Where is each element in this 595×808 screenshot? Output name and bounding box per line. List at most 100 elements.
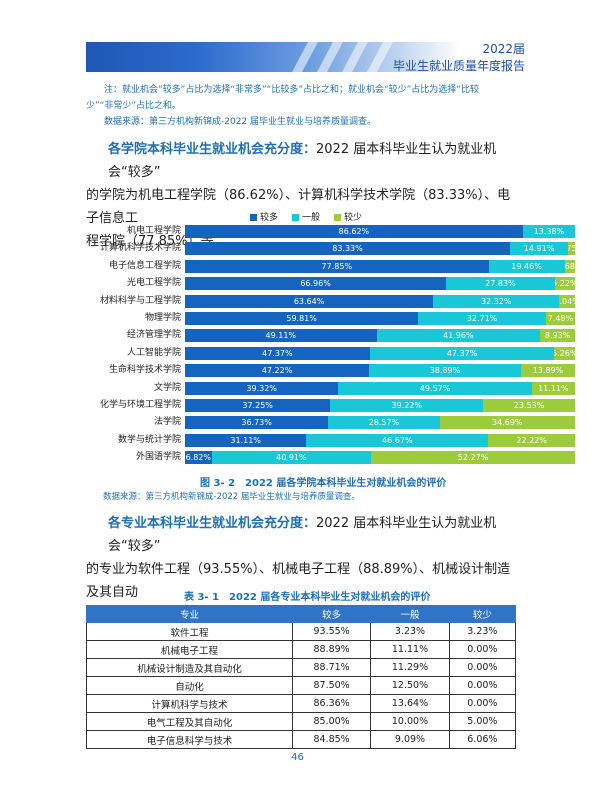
legend-item: 一般 (292, 210, 320, 223)
data-label: 11.11% (538, 383, 569, 393)
data-label: 32.71% (466, 314, 498, 323)
table-cell: 86.36% (291, 694, 372, 713)
bar-segment: 27.83% (446, 277, 555, 291)
data-label: 83.33% (332, 244, 363, 254)
data-label: 46.67% (382, 435, 413, 445)
bar-segment: 22.22% (488, 433, 575, 447)
table-cell: 10.00% (370, 712, 450, 731)
paragraph-text: 2022 届本科毕业生认为就业机会“较多” (108, 516, 497, 554)
bar-segment: 47.22% (185, 364, 370, 378)
category-label: 法学院 (153, 417, 181, 428)
table-cell: 88.89% (291, 640, 372, 659)
data-label: 34.69% (492, 418, 523, 428)
bar-segment: 6.82% (185, 451, 212, 465)
note-line-2: 少”“非常少”占比之和。 (86, 101, 181, 111)
data-label: 19.46% (511, 261, 542, 271)
data-label: 28.57% (368, 418, 400, 428)
data-label: 22.22% (516, 435, 547, 445)
bar-segment: 5.22% (554, 277, 576, 291)
data-label: 1.75% (568, 244, 575, 254)
table-cell: 3.23% (448, 622, 517, 641)
chart-row: 电子信息工程学院 77.85% 19.46% 2.68% (86, 259, 575, 274)
col-header-more: 较多 (291, 605, 372, 623)
bar-segment: 5.26% (554, 346, 575, 360)
note-source: 数据来源：第三方机构新锦成-2022 届毕业生就业与培养质量调查。 (104, 117, 377, 127)
data-label: 41.96% (443, 331, 474, 341)
bar-segment: 49.57% (338, 381, 532, 395)
bar-segment: 32.71% (418, 312, 546, 325)
header-year: 2022届 (482, 42, 525, 56)
chart-row: 数学与统计学院 31.11% 46.67% 22.22% (86, 433, 575, 448)
bar-segment: 13.89% (520, 364, 575, 378)
category-label: 数学与统计学院 (117, 434, 181, 445)
table-cell: 电子信息科学与技术 (86, 730, 293, 749)
table-cell: 12.50% (370, 676, 450, 695)
category-label: 光电工程学院 (126, 278, 181, 289)
category-label: 机电工程学院 (126, 226, 181, 236)
bar-segment: 39.32% (185, 381, 339, 395)
bar-segment: 4.04% (559, 294, 575, 308)
data-label: 31.11% (230, 435, 261, 445)
table-row: 机械电子工程 88.89% 11.11% 0.00% (86, 640, 517, 659)
data-label: 7.48% (547, 314, 574, 323)
category-label: 生命科学技术学院 (108, 365, 181, 376)
bar-segment: 11.11% (531, 381, 575, 395)
header-title: 毕业生就业质量年度报告 (392, 59, 525, 73)
table-cell: 87.50% (291, 676, 372, 695)
bar-segment: 59.81% (185, 312, 419, 325)
majors-table: 专业 较多 一般 较少 软件工程 93.55% 3.23% 3.23% 机械电子工程 88… (86, 605, 517, 749)
chart-row: 生命科学技术学院 47.22% 38.89% 13.89% (86, 363, 575, 378)
table-cell: 9.09% (370, 730, 450, 749)
bar-segment: 23.53% (483, 399, 575, 412)
paragraph-text: 2022 届本科毕业生认为就业机会“较多” (108, 142, 497, 180)
bar-segment: 14.91% (509, 242, 569, 256)
bar-segment: 38.89% (369, 364, 521, 378)
page-number: 46 (291, 752, 304, 763)
data-label: 59.81% (286, 314, 317, 323)
bar-segment: 32.32% (433, 294, 560, 308)
data-label: 47.37% (262, 348, 293, 358)
data-label: 66.96% (300, 279, 331, 289)
bar-segment: 49.11% (185, 329, 377, 343)
header-banner (86, 42, 460, 72)
data-label: 32.32% (480, 296, 512, 306)
data-label: 27.83% (485, 279, 516, 289)
bar-segment: 28.57% (328, 416, 440, 430)
figure-caption: 图 3- 2 2022 届各学院本科毕业生对就业机会的评价 (200, 478, 447, 489)
table-cell: 5.00% (448, 712, 517, 731)
category-label: 计算机科学技术学院 (99, 243, 181, 254)
bar-segment: 7.48% (545, 312, 575, 325)
table-row: 电气工程及其自动化 85.00% 10.00% 5.00% (86, 712, 517, 731)
bar-segment: 8.93% (540, 329, 575, 343)
chart-row: 光电工程学院 66.96% 27.83% 5.22% (86, 276, 576, 291)
table-cell: 84.85% (291, 730, 372, 749)
table-cell: 13.64% (370, 694, 450, 713)
data-label: 49.11% (265, 331, 297, 341)
bar-segment: 31.11% (185, 433, 307, 447)
category-label: 文学院 (153, 382, 181, 393)
bar-segment: 77.85% (185, 259, 489, 273)
bar-segment: 47.37% (369, 346, 555, 360)
data-label: 4.04% (559, 296, 575, 306)
bar-segment: 66.96% (185, 277, 447, 291)
data-label: 39.32% (246, 383, 277, 393)
data-label: 5.26% (554, 348, 575, 358)
data-label: 86.62% (338, 227, 370, 236)
bar-segment: 34.69% (439, 416, 575, 430)
category-label: 电子信息工程学院 (108, 260, 181, 271)
bar-segment: 37.25% (185, 399, 331, 412)
chart-row: 外国语学院 6.82% 40.91% 52.27% (86, 450, 575, 465)
category-label: 化学与环境工程学院 (99, 400, 181, 410)
legend-item: 较少 (334, 210, 362, 223)
table-cell: 机械设计制造及其自动化 (86, 658, 293, 677)
chart-row: 文学院 39.32% 49.57% 11.11% (86, 381, 575, 396)
bar-segment: 46.67% (306, 433, 489, 447)
data-label: 49.57% (419, 383, 451, 393)
data-label: 13.38% (533, 227, 565, 236)
data-label: 2.68% (564, 261, 575, 271)
table-cell: 自动化 (86, 676, 293, 695)
bar-segment: 40.91% (211, 451, 372, 465)
data-label: 47.37% (446, 348, 478, 358)
data-label: 38.89% (429, 366, 461, 376)
bar-segment: 1.75% (568, 242, 575, 256)
